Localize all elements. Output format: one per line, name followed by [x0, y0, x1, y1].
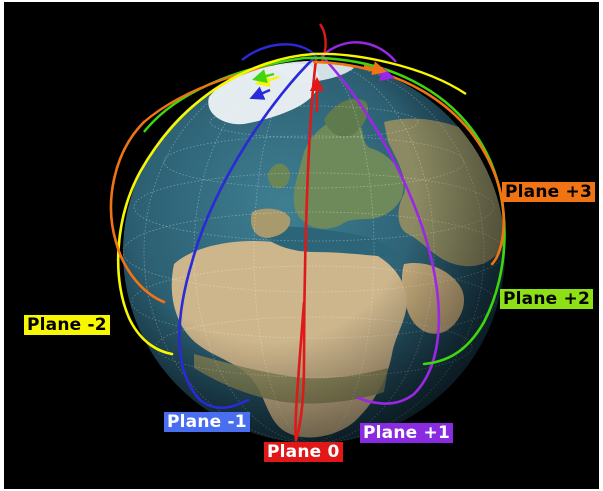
globe-orbit-diagram: [109, 23, 506, 443]
orbital-planes: [109, 52, 506, 442]
orbit-plane-minus-1-far-side: [241, 43, 317, 61]
orbit-plane-0-return: [294, 301, 306, 441]
orbit-plane-minus-2-far-side: [313, 52, 467, 95]
label-plane-plus-2: Plane +2: [500, 289, 593, 309]
plane-plus-2-direction-arrow: [252, 69, 275, 84]
label-plane-plus-1: Plane +1: [360, 423, 453, 443]
orbit-plane-plus-1-far-side: [321, 41, 397, 63]
orbit-plane-0: [294, 58, 318, 442]
label-plane-minus-2: Plane -2: [24, 315, 110, 335]
plane-plus-3-direction-arrow: [363, 61, 387, 76]
orbit-plane-plus-1: [320, 54, 441, 405]
globe-shading: [123, 61, 505, 443]
orbit-plane-minus-2: [116, 52, 316, 356]
earth-globe: [123, 61, 505, 443]
plane-minus-1-direction-arrow: [249, 86, 271, 100]
orbit-plane-minus-1: [178, 54, 318, 410]
label-plane-plus-3: Plane +3: [502, 182, 595, 202]
globe-figure: Plane -2 Plane -1 Plane 0 Plane +1 Plane…: [4, 2, 599, 489]
label-plane-0: Plane 0: [264, 442, 343, 462]
label-plane-minus-1: Plane -1: [164, 412, 250, 432]
